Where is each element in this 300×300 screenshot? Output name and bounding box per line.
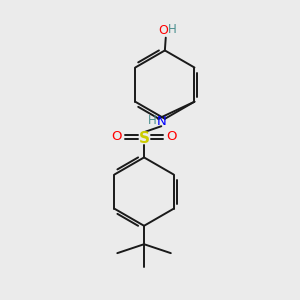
Text: H: H bbox=[168, 22, 177, 35]
Text: O: O bbox=[111, 130, 122, 143]
Text: O: O bbox=[167, 130, 177, 143]
Text: S: S bbox=[139, 131, 150, 146]
Text: N: N bbox=[156, 115, 166, 128]
Text: O: O bbox=[158, 24, 168, 37]
Text: H: H bbox=[148, 114, 157, 127]
